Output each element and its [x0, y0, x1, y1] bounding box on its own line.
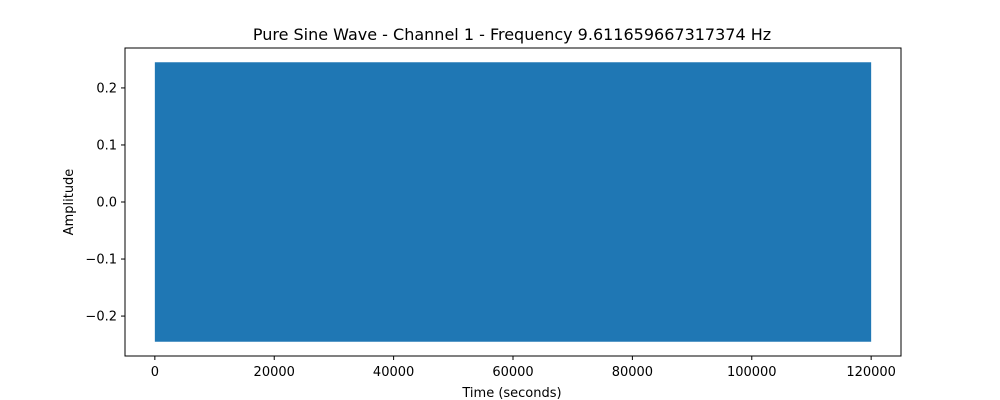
x-tick-label: 100000: [727, 365, 777, 380]
x-tick-label: 60000: [492, 365, 533, 380]
x-tick-label: 80000: [612, 365, 653, 380]
x-tick-label: 20000: [254, 365, 295, 380]
y-axis-label: Amplitude: [62, 169, 77, 236]
y-tick-label: 0.1: [96, 138, 117, 153]
x-axis-label: Time (seconds): [461, 386, 561, 400]
sine-series-1: [154, 62, 872, 342]
x-tick-label: 0: [151, 365, 159, 380]
x-tick-label: 120000: [846, 365, 896, 380]
y-tick-label: 0.2: [96, 81, 117, 96]
y-tick-label: −0.1: [85, 253, 117, 268]
plot-area: [154, 62, 872, 342]
y-tick-label: −0.2: [85, 310, 117, 325]
y-tick-label: 0.0: [96, 196, 117, 211]
chart-title: Pure Sine Wave - Channel 1 - Frequency 9…: [253, 25, 771, 44]
x-tick-label: 40000: [373, 365, 414, 380]
y-axis: 0.2 0.1 0.0 −0.1 −0.2: [85, 81, 125, 325]
x-axis: 0 20000 40000 60000 80000 100000 120000: [151, 356, 896, 380]
